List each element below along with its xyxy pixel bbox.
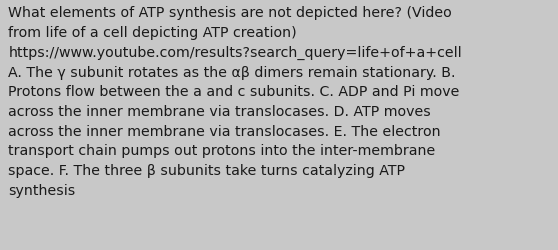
Text: What elements of ATP synthesis are not depicted here? (Video
from life of a cell: What elements of ATP synthesis are not d… [8, 6, 462, 197]
